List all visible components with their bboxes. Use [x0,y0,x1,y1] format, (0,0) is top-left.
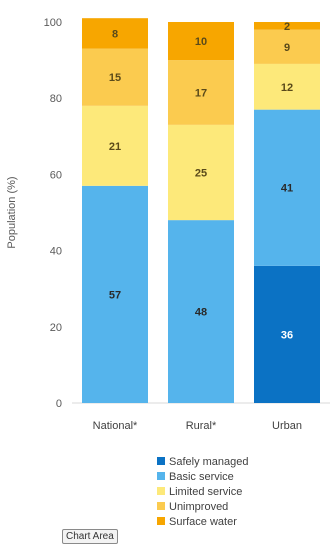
legend-label: Basic service [169,471,234,483]
data-label: 15 [109,72,121,84]
data-label: 25 [195,167,207,179]
y-tick-label: 40 [50,246,62,258]
bar-segment [168,60,234,125]
legend-swatch [157,517,165,525]
data-label: 36 [281,329,293,341]
data-label: 41 [281,183,293,195]
bar-segment [168,220,234,403]
legend-label: Surface water [169,516,237,528]
data-label: 10 [195,36,207,48]
data-label: 2 [284,21,290,33]
legend-swatch [157,457,165,465]
data-label: 48 [195,307,207,319]
chart-area-tooltip: Chart Area [62,529,118,544]
data-label: 12 [281,82,293,94]
bar-segment [254,265,320,403]
legend-label: Safely managed [169,456,249,468]
legend-swatch [157,502,165,510]
data-label: 9 [284,42,290,54]
data-label: 57 [109,289,121,301]
bar-segment [82,185,148,403]
bar-segment [168,22,234,61]
y-tick-label: 60 [50,169,62,181]
y-tick-label: 0 [56,398,62,410]
bar-segment [82,48,148,106]
data-label: 8 [112,28,118,40]
legend-swatch [157,487,165,495]
data-label: 21 [109,141,121,153]
data-label: 17 [195,87,207,99]
y-tick-label: 80 [50,93,62,105]
y-tick-label: 100 [44,17,62,29]
bar-segment [254,109,320,266]
bar-segment [254,22,320,30]
bar-segment [254,63,320,110]
bar-segment [254,29,320,64]
bar-segment [82,105,148,186]
bar-segment [168,124,234,221]
x-category-label: National* [93,420,138,432]
y-tick-label: 20 [50,322,62,334]
bar-segment [82,18,148,49]
legend-label: Limited service [169,486,242,498]
legend-label: Unimproved [169,501,228,513]
x-category-label: Urban [272,420,302,432]
legend-swatch [157,472,165,480]
x-category-label: Rural* [186,420,217,432]
y-axis-title: Population (%) [6,176,18,248]
